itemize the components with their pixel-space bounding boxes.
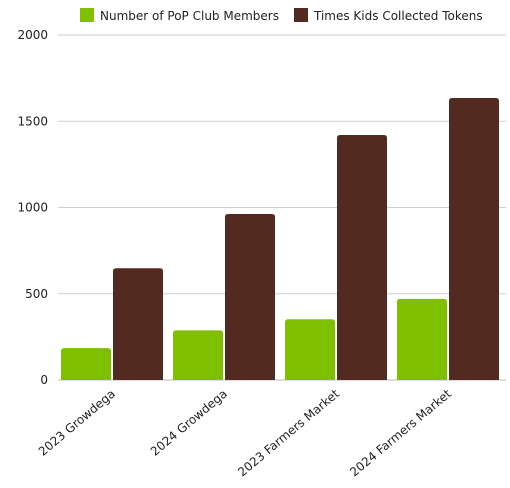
- bar-members: [285, 319, 335, 380]
- legend-label: Number of PoP Club Members: [100, 9, 279, 23]
- bar-members: [61, 348, 111, 380]
- x-tick-label: 2023 Farmers Market: [235, 386, 342, 479]
- bar-members: [397, 298, 447, 380]
- legend: Number of PoP Club Members Times Kids Col…: [80, 8, 483, 23]
- legend-swatch: [80, 8, 94, 22]
- y-tick-label: 2000: [17, 28, 48, 42]
- bar-tokens: [337, 135, 387, 380]
- bar-tokens: [449, 97, 499, 381]
- legend-swatch: [294, 8, 308, 22]
- bar-tokens: [113, 268, 163, 380]
- x-tick-label: 2024 Growdega: [148, 387, 230, 459]
- bars: [61, 97, 499, 381]
- y-tick-label: 1000: [17, 201, 48, 215]
- y-axis-tick-labels: 0 500 1000 1500 2000: [17, 28, 48, 387]
- y-tick-label: 0: [40, 373, 48, 387]
- x-tick-label: 2024 Farmers Market: [347, 386, 454, 479]
- legend-label: Times Kids Collected Tokens: [313, 9, 483, 23]
- x-axis-tick-labels: 2023 Growdega 2024 Growdega 2023 Farmers M…: [36, 386, 454, 479]
- y-tick-label: 1500: [17, 114, 48, 128]
- bar-tokens: [225, 214, 275, 380]
- y-tick-label: 500: [25, 287, 48, 301]
- x-tick-label: 2023 Growdega: [36, 387, 118, 459]
- bar-members: [173, 330, 223, 380]
